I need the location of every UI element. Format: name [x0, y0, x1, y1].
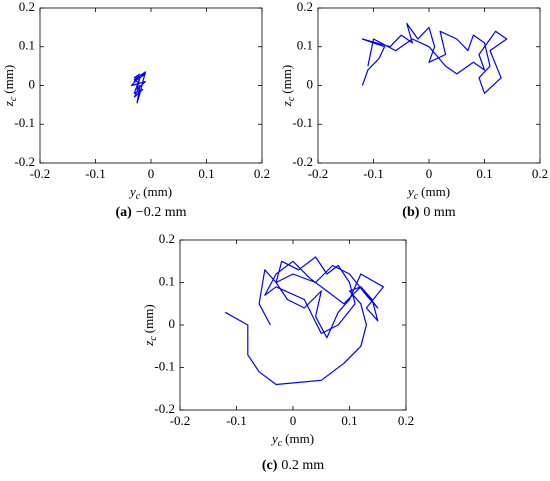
trajectory-line [224, 256, 384, 386]
chart-panel: -0.2 -0.1 0 0.1 0.2-0.2-0.100.10.2yc (mm)zc(m… [1, 0, 270, 220]
y-label-subscript: c [148, 336, 159, 341]
x-tick-label: -0.2 [170, 413, 191, 428]
y-label-subscript: c [8, 96, 19, 101]
x-axis-label: yc (mm) [128, 184, 172, 202]
caption-tag: (b) [402, 205, 419, 220]
y-axis-label: zc (mm) [1, 65, 19, 107]
y-tick-label: 0.2 [159, 231, 175, 246]
y-axis-label: zc (mm) [141, 304, 159, 346]
chart-panel: -0.2 -0.1 0 0.1 0.2-0.2-0.100.10.2yc (mm)zc(m… [141, 231, 414, 473]
x-label-unit: (mm) [143, 184, 172, 199]
panel-caption: (b) 0 mm [402, 205, 456, 220]
x-label-variable: y [128, 184, 136, 199]
x-tick-label: 0.1 [198, 166, 214, 181]
x-label-subscript: c [278, 438, 283, 449]
x-axis-label: yc (mm) [406, 184, 450, 202]
x-tick-label: 0.2 [532, 166, 548, 181]
caption-tag: (c) [262, 458, 278, 473]
x-label-subscript: c [414, 191, 419, 202]
x-label-unit: (mm) [421, 184, 450, 199]
y-tick-label: 0.1 [159, 273, 175, 288]
plot-frame [179, 239, 407, 411]
x-tick-label: -0.1 [363, 166, 384, 181]
x-tick-label: 0.1 [341, 413, 357, 428]
caption-text: −0.2 mm [136, 205, 187, 220]
x-tick-label: -0.1 [85, 166, 106, 181]
y-tick-label: 0 [169, 316, 176, 331]
caption-text: 0.2 mm [281, 458, 324, 473]
x-tick-label: 0 [426, 166, 433, 181]
x-tick-label: -0.1 [226, 413, 247, 428]
y-label-unit: (mm) [1, 65, 16, 94]
x-label-subscript: c [136, 191, 141, 202]
y-tick-label: -0.1 [154, 358, 175, 373]
y-axis-label: zc (mm) [279, 65, 297, 107]
x-tick-label: -0.2 [308, 166, 329, 181]
y-tick-label: -0.1 [14, 115, 35, 130]
y-tick-label: -0.2 [292, 154, 313, 169]
y-tick-label: 0.2 [297, 0, 313, 14]
x-tick-label: 0.2 [254, 166, 270, 181]
y-label-variable: z [279, 101, 294, 107]
plot-frame [317, 7, 541, 164]
y-label-variable: z [141, 341, 156, 347]
x-label-variable: y [406, 184, 414, 199]
x-label-unit: (mm) [285, 431, 314, 446]
y-tick-label: -0.2 [14, 154, 35, 169]
y-label-unit: (mm) [141, 304, 156, 333]
caption-text: 0 mm [423, 205, 455, 220]
panel-caption: (a) −0.2 mm [115, 205, 186, 220]
y-tick-label: 0.1 [297, 38, 313, 53]
x-label-variable: y [270, 431, 278, 446]
trajectory-line [361, 22, 508, 94]
y-tick-label: 0.2 [19, 0, 35, 14]
y-label-variable: z [1, 101, 16, 107]
y-label-unit: (mm) [279, 65, 294, 94]
caption-tag: (a) [115, 205, 132, 220]
trajectory-line [131, 71, 146, 104]
y-label-subscript: c [286, 96, 297, 101]
y-tick-label: -0.2 [154, 401, 175, 416]
y-tick-label: -0.1 [292, 115, 313, 130]
x-axis-label: yc (mm) [270, 431, 314, 449]
y-tick-label: 0.1 [19, 38, 35, 53]
y-tick-label: 0 [307, 76, 314, 91]
x-tick-label: -0.2 [30, 166, 51, 181]
y-tick-label: 0 [29, 76, 36, 91]
x-tick-label: 0 [290, 413, 297, 428]
x-tick-label: 0 [148, 166, 155, 181]
plot-frame [39, 7, 263, 164]
x-tick-label: 0.2 [398, 413, 414, 428]
chart-panel: -0.2 -0.1 0 0.1 0.2-0.2-0.100.10.2yc (mm)zc(m… [279, 0, 548, 220]
panel-caption: (c) 0.2 mm [262, 458, 324, 473]
x-tick-label: 0.1 [476, 166, 492, 181]
